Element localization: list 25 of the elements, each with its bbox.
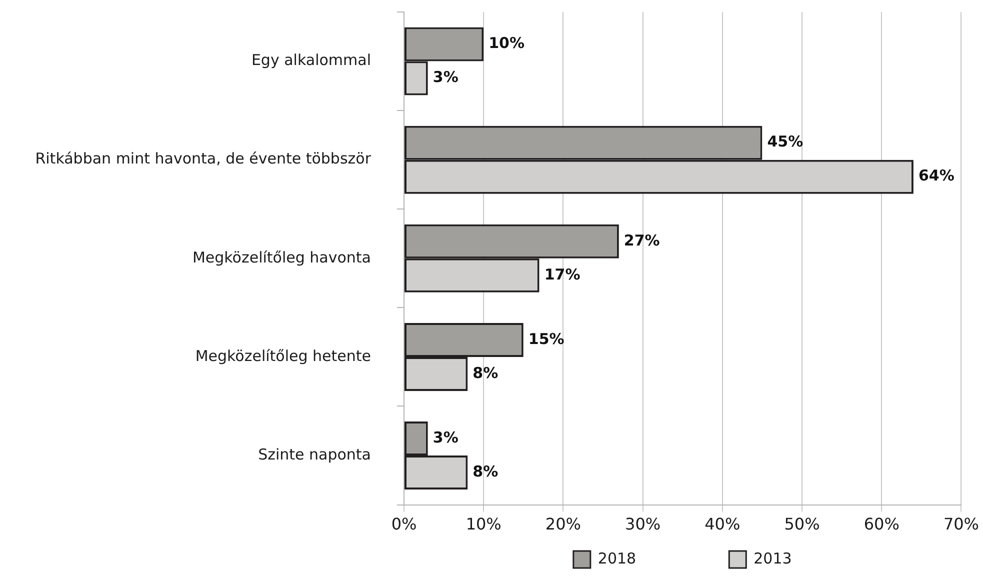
data-label: 17% bbox=[544, 265, 580, 284]
data-label: 15% bbox=[528, 330, 564, 348]
y-tick-label: Megközelítőleg havonta bbox=[192, 248, 371, 266]
data-label: 3% bbox=[432, 68, 458, 86]
x-tick-label: 70% bbox=[943, 514, 979, 534]
x-tick-label: 60% bbox=[864, 514, 900, 534]
x-tick-label: 0% bbox=[391, 514, 417, 534]
y-tick-label: Egy alkalommal bbox=[251, 51, 371, 70]
data-label: 8% bbox=[472, 462, 498, 480]
y-tick-label: Ritkábban mint havonta, de évente többször bbox=[35, 150, 372, 168]
data-label: 10% bbox=[488, 34, 525, 52]
data-label: 8% bbox=[472, 364, 498, 382]
y-tick-label: Szinte naponta bbox=[258, 445, 371, 464]
legend-label: 2018 bbox=[598, 549, 718, 568]
data-label: 64% bbox=[918, 166, 954, 185]
data-label: 27% bbox=[624, 231, 660, 250]
x-tick-label: 20% bbox=[545, 514, 581, 534]
x-tick-label: 50% bbox=[784, 514, 820, 534]
data-label: 3% bbox=[432, 428, 458, 446]
y-tick-label: Megközelítőleg hetente bbox=[195, 346, 371, 365]
legend-label: 2013 bbox=[754, 549, 792, 568]
x-tick-label: 10% bbox=[466, 514, 502, 534]
data-label: 45% bbox=[767, 132, 804, 151]
x-tick-label: 30% bbox=[625, 514, 661, 534]
x-tick-label: 40% bbox=[704, 514, 740, 534]
